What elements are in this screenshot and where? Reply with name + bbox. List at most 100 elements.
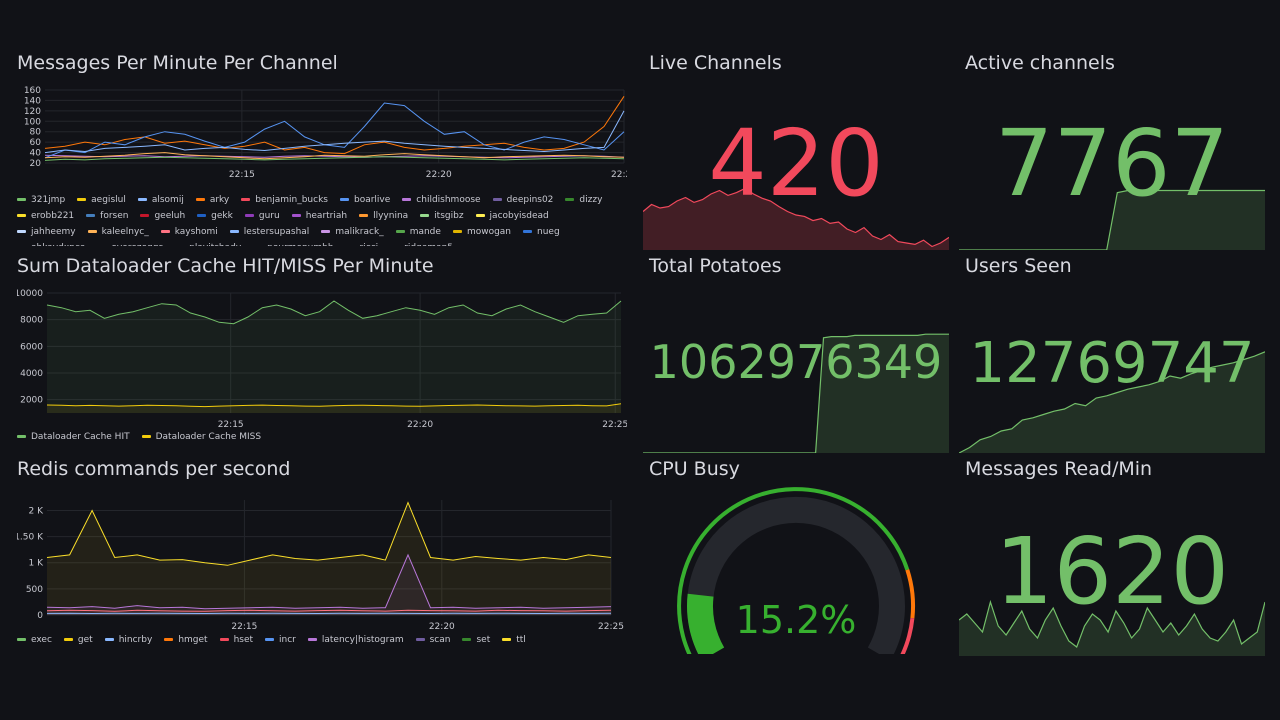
legend-label: childishmoose [416,195,481,205]
legend-item[interactable]: gekk [197,208,233,224]
legend-item[interactable]: ricci [346,240,379,246]
legend-swatch [137,198,147,201]
legend-swatch [502,638,512,641]
dataloader-chart: 2000 4000 6000 8000 10000 22:15 22:20 22:25 [17,289,627,430]
legend-item[interactable]: scan [415,632,451,648]
legend-item[interactable]: lestersupashal [229,224,310,240]
legend-item[interactable]: forsen [86,208,128,224]
legend-item[interactable]: itsgibz [420,208,464,224]
panel-title: Total Potatoes [649,255,782,277]
x-tick-label: 22:20 [426,170,452,180]
legend-item[interactable]: boarlive [339,192,391,208]
active-channels-value: 7767 [994,110,1230,217]
series-line [46,609,612,612]
panel-live-channels: Live Channels 420 [643,52,949,250]
sparkline-line [643,333,949,453]
legend-item[interactable]: geeluh [140,208,185,224]
legend-item[interactable]: dizzy [565,192,602,208]
legend-item[interactable]: set [462,632,490,648]
legend-item[interactable]: childishmoose [402,192,481,208]
legend-item[interactable]: llyynina [359,208,408,224]
legend-swatch [104,638,114,641]
legend-item[interactable]: kaleelnyc_ [87,224,149,240]
legend-label: llyynina [373,211,409,221]
y-tick-label: 20 [30,159,42,169]
legend-item[interactable]: overezeggs [97,240,163,246]
legend-label: ridgeman5 [404,243,453,246]
legend-label: forsen [100,211,129,221]
legend-label: boarlive [353,195,391,205]
legend-swatch [307,638,317,641]
legend-item[interactable]: incr [265,632,296,648]
legend-item[interactable]: kayshomi [160,224,218,240]
users-seen-sparkline [959,351,1265,453]
legend-label: Dataloader Cache HIT [31,432,130,442]
legend-item[interactable]: malikrack_ [321,224,384,240]
legend-item[interactable]: latency|histogram [307,632,404,648]
legend-item[interactable]: aegislul [77,192,126,208]
y-tick-label: 8000 [20,316,43,326]
legend-item[interactable]: 321jmp [17,192,65,208]
legend-item[interactable]: Dataloader Cache MISS [141,429,262,445]
legend-item[interactable]: heartriah [291,208,347,224]
legend-item[interactable]: playitshady [175,240,241,246]
legend-swatch [195,198,205,201]
y-tick-label: 2000 [20,396,43,406]
sparkline-area [643,188,949,250]
x-tick-label: 22:15 [218,420,244,430]
legend-label: pourmenumbb [267,243,333,246]
legend-item[interactable]: ridgeman5 [390,240,453,246]
legend-label: mowogan [466,227,512,237]
legend-label: lestersupashal [243,227,310,237]
legend-item[interactable]: deepins02 [492,192,554,208]
series-line [46,403,622,408]
legend-swatch [291,214,301,217]
legend-item[interactable]: erobb221 [17,208,74,224]
series-area [47,403,621,413]
legend-item[interactable]: nueg [523,224,560,240]
legend-item[interactable]: exec [17,632,52,648]
legend-item[interactable]: hincrby [104,632,152,648]
legend-item[interactable]: ohkaydxnce [17,240,85,246]
legend-swatch [160,230,170,233]
legend-label: Dataloader Cache MISS [155,432,262,442]
legend-item[interactable]: alsomij [137,192,184,208]
legend-swatch [492,198,502,201]
legend-item[interactable]: jacobyisdead [475,208,549,224]
legend-item[interactable]: ttl [502,632,526,648]
legend-item[interactable]: hset [219,632,253,648]
legend-swatch [462,638,472,641]
legend-label: nueg [537,227,560,237]
legend-label: scan [429,635,451,645]
legend-swatch [17,230,26,233]
series-line [46,501,612,566]
legend-label: ohkaydxnce [31,243,85,246]
y-tick-label: 80 [30,128,42,138]
cpu-gauge [677,487,915,654]
legend-item[interactable]: get [63,632,93,648]
legend-label: 321jmp [31,195,66,205]
series-line [44,110,625,154]
series-line [44,102,625,159]
legend-item[interactable]: arky [195,192,229,208]
legend-item[interactable]: pourmenumbb [253,240,333,246]
legend-swatch [197,214,207,217]
legend-label: deepins02 [506,195,554,205]
legend-item[interactable]: guru [244,208,280,224]
legend-label: benjamin_bucks [255,195,328,205]
legend-item[interactable]: Dataloader Cache HIT [17,429,130,445]
panel-title: Redis commands per second [17,458,291,480]
legend-swatch [141,435,151,438]
legend-swatch [339,198,349,201]
legend-item[interactable]: mowogan [452,224,512,240]
y-tick-label: 40 [30,149,42,159]
legend-item[interactable]: jahheemy [17,224,76,240]
legend-swatch [415,638,425,641]
legend-swatch [17,638,26,641]
legend-item[interactable]: hmget [164,632,208,648]
legend-swatch [86,214,96,217]
panel-title: Users Seen [965,255,1072,277]
legend-item[interactable]: mande [395,224,441,240]
panel-title: Sum Dataloader Cache HIT/MISS Per Minute [17,255,434,277]
legend-item[interactable]: benjamin_bucks [241,192,328,208]
